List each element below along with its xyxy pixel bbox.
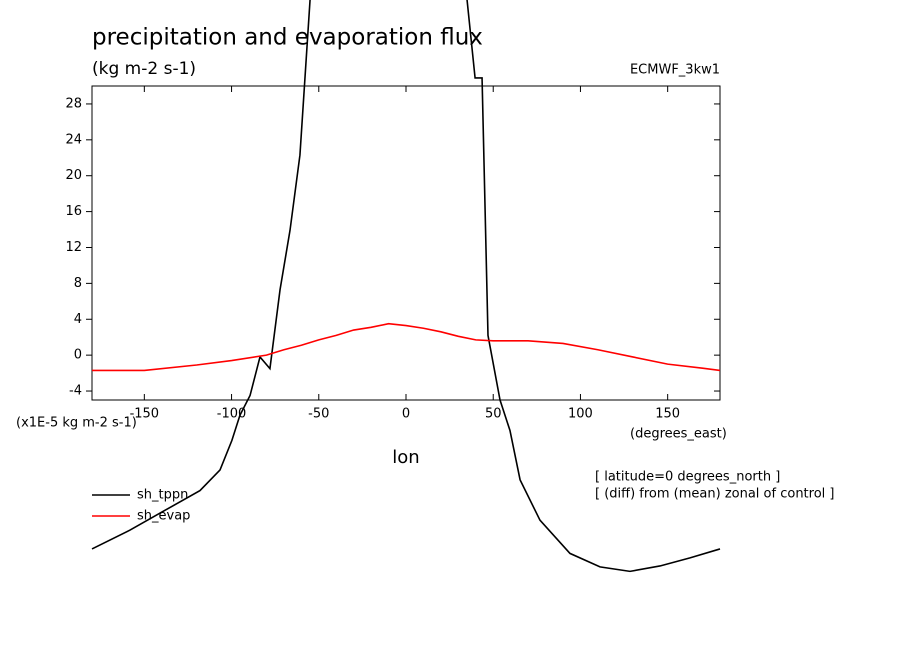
legend-label: sh_evap <box>137 509 190 524</box>
x-units-label: (degrees_east) <box>630 427 727 442</box>
y-tick-label: 28 <box>65 96 82 111</box>
x-tick-label: 0 <box>402 407 410 422</box>
y-axis-label: (x1E-5 kg m-2 s-1) <box>16 416 137 431</box>
y-tick-label: 12 <box>65 240 82 255</box>
chart-title: precipitation and evaporation flux <box>92 25 483 51</box>
dataset-label: ECMWF_3kw1 <box>630 63 720 78</box>
x-tick-label: -150 <box>130 407 160 422</box>
chart-subtitle: (kg m-2 s-1) <box>92 59 196 79</box>
x-tick-label: -100 <box>217 407 247 422</box>
series-line <box>92 322 721 372</box>
y-tick-label: -4 <box>69 384 82 399</box>
y-tick-label: 4 <box>74 312 82 327</box>
y-tick-label: 0 <box>74 348 82 363</box>
x-tick-label: -50 <box>308 407 329 422</box>
x-tick-label: 100 <box>568 407 593 422</box>
y-tick-label: 16 <box>65 204 82 219</box>
annotation: [ (diff) from (mean) zonal of control ] <box>595 487 834 502</box>
x-tick-label: 150 <box>655 407 680 422</box>
legend-label: sh_tppn <box>137 488 188 503</box>
y-tick-label: 8 <box>74 276 82 291</box>
x-tick-label: 50 <box>485 407 502 422</box>
y-tick-label: 24 <box>65 132 82 147</box>
series-line <box>91 0 721 573</box>
x-axis-label: lon <box>392 447 419 468</box>
y-tick-label: 20 <box>65 168 82 183</box>
annotation: [ latitude=0 degrees_north ] <box>595 470 780 485</box>
